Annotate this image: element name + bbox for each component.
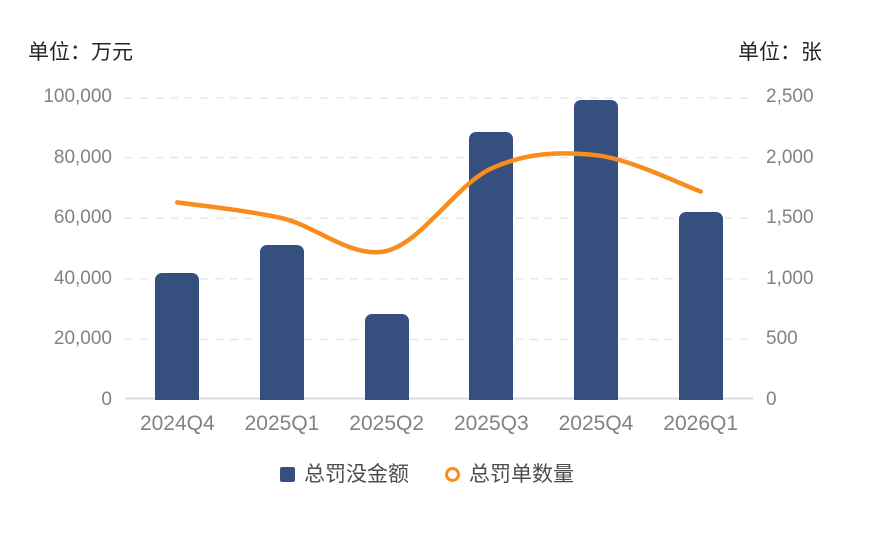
x-axis-label-2025Q4: 2025Q4 xyxy=(558,412,634,435)
right-axis-tick: 0 xyxy=(766,389,777,410)
x-axis-label-2026Q1: 2026Q1 xyxy=(663,412,739,435)
x-axis-label-2024Q4: 2024Q4 xyxy=(139,412,215,435)
bar-series-layer xyxy=(125,97,753,400)
legend-item-line-series[interactable]: 总罚单数量 xyxy=(445,461,574,488)
right-axis-tick: 500 xyxy=(766,328,798,350)
right-axis-tick: 2,500 xyxy=(766,86,814,107)
bar-2025Q3[interactable] xyxy=(469,132,514,400)
right-axis-tick: 1,000 xyxy=(766,267,814,289)
x-axis-label-2025Q1: 2025Q1 xyxy=(244,412,320,435)
legend-item-bar-series[interactable]: 总罚没金额 xyxy=(280,461,409,488)
left-axis-tick: 80,000 xyxy=(53,146,112,168)
left-axis-tick: 20,000 xyxy=(53,328,112,350)
right-axis-tick: 1,500 xyxy=(766,207,814,229)
gridlines-layer xyxy=(125,97,753,400)
left-axis-title: 单位：万元 xyxy=(28,41,133,64)
bar-2025Q4[interactable] xyxy=(574,100,618,400)
line-series-swatch-icon xyxy=(445,466,460,482)
left-axis-tick: 40,000 xyxy=(53,267,112,289)
legend: 总罚没金额 总罚单数量 xyxy=(0,459,869,489)
bar-2025Q1[interactable] xyxy=(260,244,304,400)
legend-label-bar-series: 总罚没金额 xyxy=(304,462,409,486)
left-axis-tick: 100,000 xyxy=(43,86,112,107)
bar-series-swatch-icon xyxy=(280,466,295,482)
left-axis-tick: 60,000 xyxy=(53,207,112,229)
right-axis-tick: 2,000 xyxy=(766,146,814,168)
left-axis-tick: 0 xyxy=(101,389,112,410)
legend-label-line-series: 总罚单数量 xyxy=(469,462,574,486)
right-axis-title: 单位：张 xyxy=(738,41,822,64)
bar-2024Q4[interactable] xyxy=(155,273,200,400)
plot-area xyxy=(125,97,753,400)
bar-2025Q2[interactable] xyxy=(364,314,409,400)
x-axis-label-2025Q3: 2025Q3 xyxy=(453,412,529,435)
x-axis-label-2025Q2: 2025Q2 xyxy=(349,412,425,435)
bar-2026Q1[interactable] xyxy=(678,211,723,400)
